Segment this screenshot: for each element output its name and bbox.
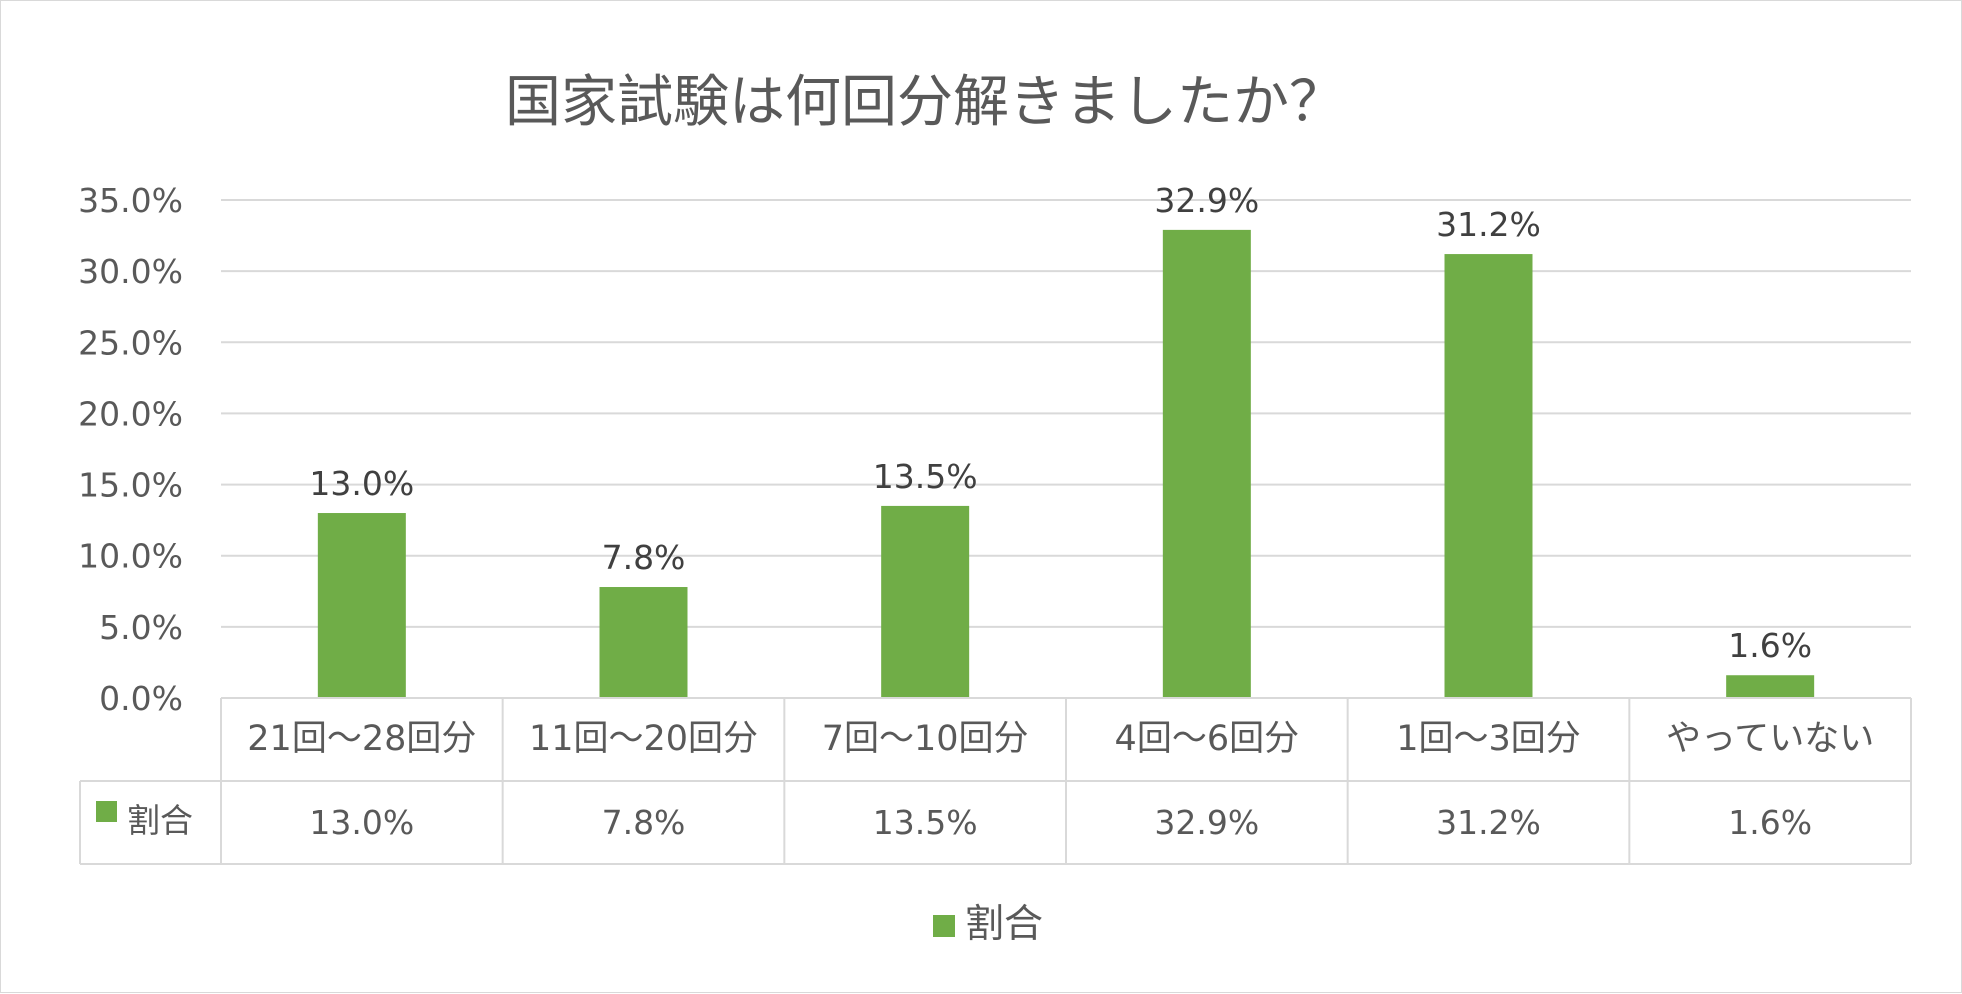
data-label: 31.2% — [1436, 205, 1541, 244]
y-tick-label: 25.0% — [78, 323, 183, 362]
data-labels: 13.0% 7.8% 13.5% 32.9% 31.2% 1.6% — [309, 181, 1812, 665]
y-tick-label: 35.0% — [78, 181, 183, 220]
category-label: 7回〜10回分 — [822, 719, 1029, 759]
bars — [317, 229, 1815, 698]
data-label: 13.5% — [873, 457, 978, 496]
y-tick-label: 5.0% — [99, 608, 183, 647]
table-value: 32.9% — [1154, 803, 1259, 842]
category-label: やっていない — [1666, 719, 1874, 759]
legend: 割合 — [933, 902, 1043, 947]
data-label: 7.8% — [602, 538, 686, 577]
table-series-name: 割合 — [127, 801, 193, 840]
bar — [599, 587, 688, 698]
category-label: 11回〜20回分 — [529, 719, 758, 759]
y-axis-ticks: 0.0% 5.0% 10.0% 15.0% 20.0% 25.0% 30.0% 35.0% — [78, 181, 183, 718]
legend-swatch — [933, 915, 955, 937]
y-tick-label: 10.0% — [78, 537, 183, 576]
y-tick-label: 0.0% — [99, 679, 183, 718]
data-label: 1.6% — [1728, 626, 1812, 665]
table-legend-key — [96, 801, 117, 822]
data-label: 13.0% — [309, 464, 414, 503]
bar — [317, 513, 406, 698]
gridlines — [221, 199, 1911, 699]
table-value: 7.8% — [602, 803, 686, 842]
category-label: 21回〜28回分 — [247, 719, 476, 759]
table-value: 1.6% — [1728, 803, 1812, 842]
legend-label: 割合 — [965, 902, 1043, 947]
table-value: 13.5% — [873, 803, 978, 842]
y-tick-label: 15.0% — [78, 466, 183, 505]
table-value: 31.2% — [1436, 803, 1541, 842]
bar — [1726, 675, 1815, 698]
category-label: 1回〜3回分 — [1396, 719, 1581, 759]
y-tick-label: 30.0% — [78, 252, 183, 291]
chart-title: 国家試験は何回分解きましたか？ — [505, 70, 1345, 135]
bar — [1444, 254, 1533, 698]
bar — [1162, 229, 1251, 698]
data-label: 32.9% — [1154, 181, 1259, 220]
data-table: 21回〜28回分 13.0% 11回〜20回分 7.8% 7回〜10回分 13.5% 4回〜… — [79, 697, 1912, 865]
y-tick-label: 20.0% — [78, 394, 183, 433]
category-label: 4回〜6回分 — [1115, 719, 1300, 759]
table-value: 13.0% — [309, 803, 414, 842]
bar — [881, 505, 970, 698]
